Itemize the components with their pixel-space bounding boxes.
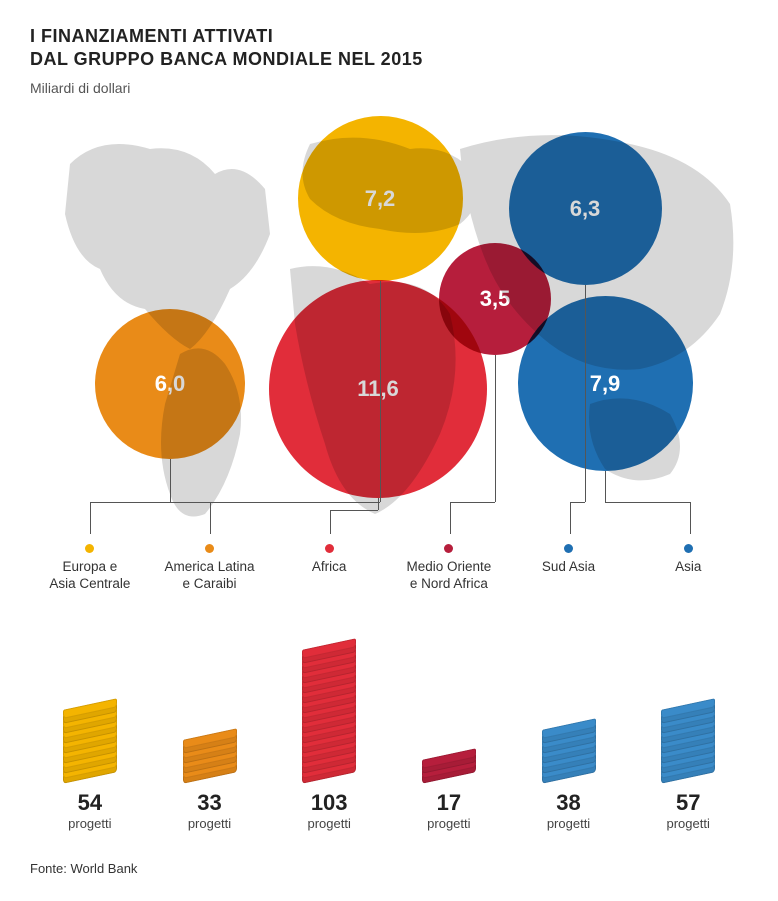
project-stack	[63, 708, 117, 778]
stack-col-middle_east_na: 17progetti	[389, 758, 509, 831]
leader-line	[690, 502, 691, 534]
leader-line	[330, 510, 378, 511]
leader-line	[90, 502, 91, 534]
leader-line	[170, 459, 171, 502]
stack-col-south_asia: 38progetti	[509, 728, 629, 831]
project-stack	[661, 708, 715, 778]
leader-line	[170, 502, 210, 503]
leader-line	[450, 502, 495, 503]
bubble-value: 3,5	[480, 286, 511, 312]
project-count-label: progetti	[307, 816, 350, 831]
legend-dot	[85, 544, 94, 553]
legend-dot	[684, 544, 693, 553]
legend-label: America Latinae Caraibi	[150, 559, 270, 593]
leader-line	[330, 510, 331, 534]
title-line-2: DAL GRUPPO BANCA MONDIALE NEL 2015	[30, 49, 423, 69]
bubble-value: 11,6	[357, 376, 399, 402]
legend-item-middle_east_na: Medio Orientee Nord Africa	[389, 544, 509, 593]
project-stack	[302, 648, 356, 778]
legend-item-south_asia: Sud Asia	[509, 544, 629, 593]
leader-line	[570, 502, 571, 534]
project-count: 33	[197, 790, 221, 816]
legend-label: Africa	[269, 559, 389, 576]
project-stack	[183, 738, 237, 778]
leader-line	[495, 355, 496, 502]
legend-label: Asia	[628, 559, 748, 576]
stack-col-asia: 57progetti	[628, 708, 748, 831]
legend-dot	[325, 544, 334, 553]
bubble-value: 7,2	[365, 186, 396, 212]
title-line-1: I FINANZIAMENTI ATTIVATI	[30, 26, 273, 46]
project-count: 54	[78, 790, 102, 816]
leader-line	[450, 502, 451, 534]
legend-label: Europa eAsia Centrale	[30, 559, 150, 593]
stack-col-europe_central_asia: 54progetti	[30, 708, 150, 831]
leader-line	[90, 502, 380, 503]
legend-label: Medio Orientee Nord Africa	[389, 559, 509, 593]
leader-line	[378, 498, 379, 510]
bubble-latam_caribbean: 6,0	[95, 309, 245, 459]
legend-item-latam_caribbean: America Latinae Caraibi	[150, 544, 270, 593]
legend-item-africa: Africa	[269, 544, 389, 593]
project-count-label: progetti	[547, 816, 590, 831]
leader-line	[585, 285, 586, 502]
stack-col-africa: 103progetti	[269, 648, 389, 831]
project-count-label: progetti	[188, 816, 231, 831]
project-count: 17	[437, 790, 461, 816]
leader-line	[210, 502, 211, 534]
source-label: Fonte: World Bank	[30, 861, 748, 876]
page-title: I FINANZIAMENTI ATTIVATI DAL GRUPPO BANC…	[30, 25, 748, 72]
bubble-value: 6,0	[155, 371, 186, 397]
project-stack	[542, 728, 596, 778]
project-count: 103	[311, 790, 348, 816]
leader-line	[605, 471, 606, 502]
leader-line	[570, 502, 585, 503]
project-count: 38	[556, 790, 580, 816]
legend-label: Sud Asia	[509, 559, 629, 576]
units-label: Miliardi di dollari	[30, 80, 748, 96]
bubble-value: 6,3	[570, 196, 601, 222]
stacks-row: 54progetti33progetti103progetti17progett…	[30, 621, 748, 831]
project-count-label: progetti	[427, 816, 470, 831]
bubble-value: 7,9	[590, 371, 621, 397]
legend-item-europe_central_asia: Europa eAsia Centrale	[30, 544, 150, 593]
bubble-asia: 7,9	[518, 296, 693, 471]
project-count-label: progetti	[667, 816, 710, 831]
project-count: 57	[676, 790, 700, 816]
bubble-europe_central_asia: 7,2	[298, 116, 463, 281]
project-stack	[422, 758, 476, 778]
legend-row: Europa eAsia CentraleAmerica Latinae Car…	[30, 544, 748, 593]
legend-dot	[564, 544, 573, 553]
leader-line	[380, 281, 381, 502]
leader-line	[605, 502, 690, 503]
legend-dot	[444, 544, 453, 553]
bubble-map-chart: 7,2 6,3 6,0 11,6 3,5 7,9	[30, 104, 748, 534]
project-count-label: progetti	[68, 816, 111, 831]
stack-col-latam_caribbean: 33progetti	[150, 738, 270, 831]
legend-item-asia: Asia	[628, 544, 748, 593]
legend-dot	[205, 544, 214, 553]
